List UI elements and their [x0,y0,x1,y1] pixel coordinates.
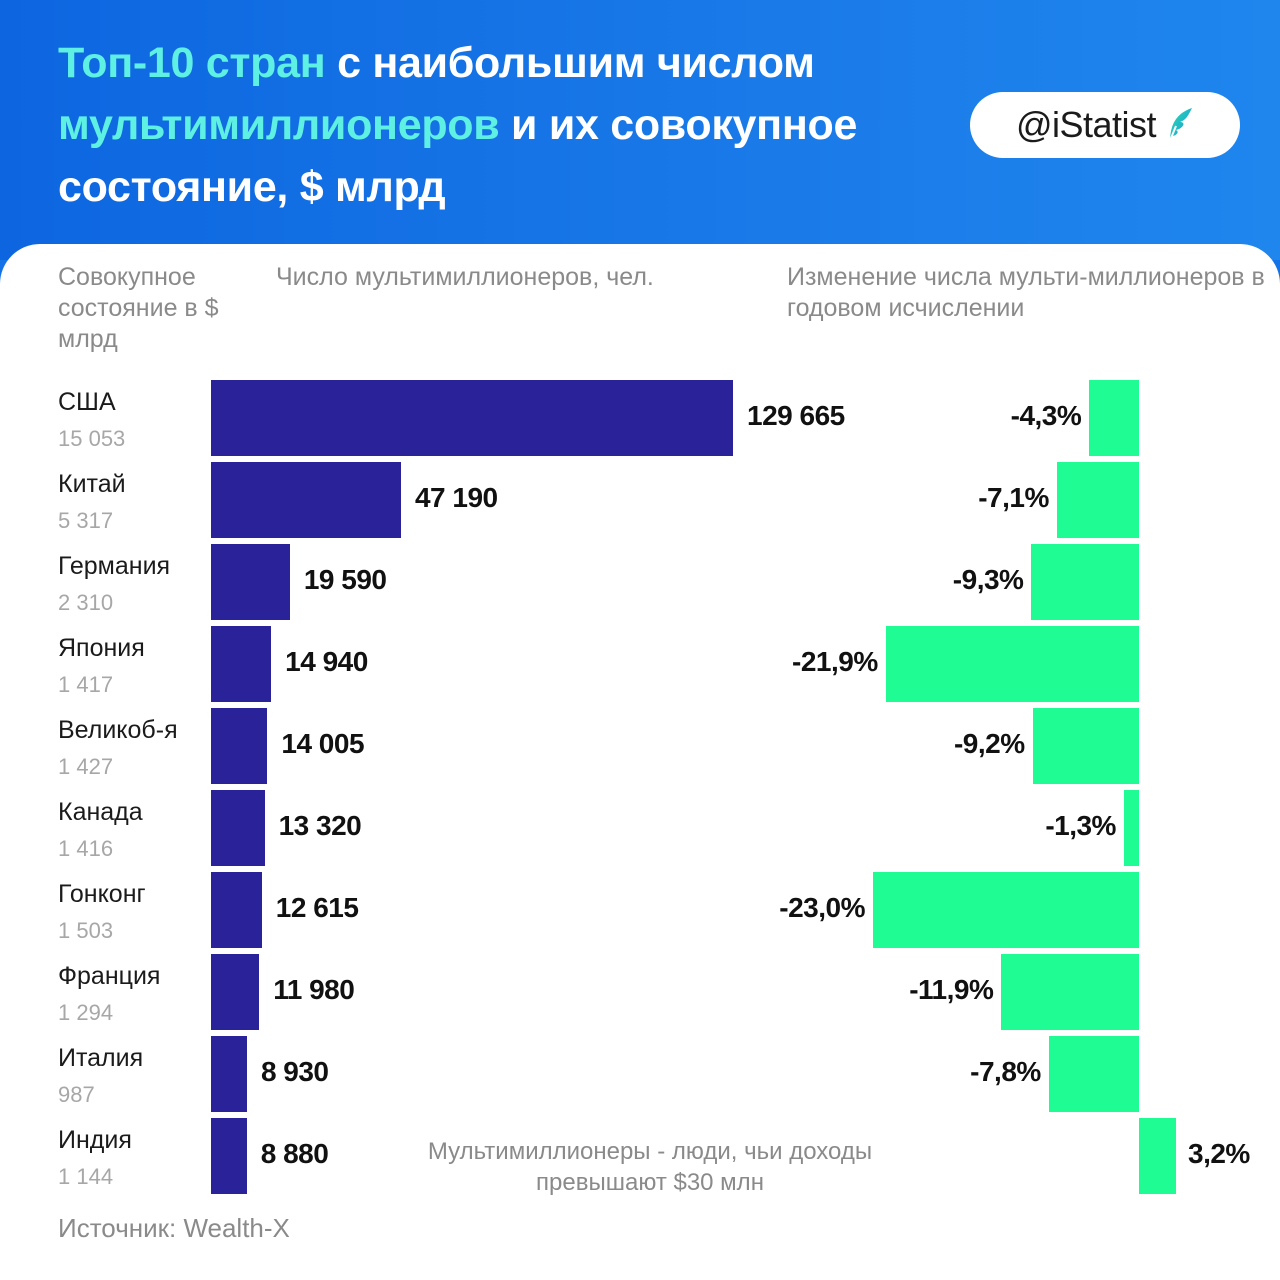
count-bar [211,544,290,620]
count-bar [211,790,265,866]
change-bar [1123,790,1139,866]
count-bar [211,380,733,456]
country-label: Германия [58,552,171,580]
count-value-label: 14 005 [281,728,365,759]
change-bar [1031,544,1139,620]
count-value-label: 8 880 [260,1138,329,1169]
wealth-column-header: Совокупное состояние в $ млрд [58,263,219,353]
page-title: Топ-10 стран с наибольшим числом мультим… [58,32,958,218]
change-bar [1048,1036,1139,1112]
change-bar [1139,1118,1176,1194]
count-bar [211,872,262,948]
count-value-label: 13 320 [278,810,362,841]
count-bar [211,626,272,702]
wealth-value: 1 144 [58,1164,114,1189]
change-column-header: Изменение числа мульти-миллионеров в год… [787,263,1265,322]
wealth-value: 2 310 [58,590,114,615]
change-value-label: -23,0% [779,892,865,923]
change-bar [1056,462,1139,538]
country-label: Япония [58,634,145,662]
count-bar [211,708,268,784]
count-value-label: 12 615 [275,892,359,923]
source-label: Источник: Wealth-X [58,1213,290,1243]
header-banner: Топ-10 стран с наибольшим числом мультим… [0,0,1280,260]
country-label: Индия [58,1126,132,1154]
title-highlight-1: Топ-10 стран [58,39,326,87]
change-value-label: -7,8% [970,1056,1041,1087]
wealth-value: 1 427 [58,754,114,779]
wealth-value: 1 503 [58,918,114,943]
change-bar [1089,380,1139,456]
wealth-value: 1 294 [58,1000,114,1025]
change-value-label: -9,2% [953,728,1025,759]
title-text-2: и их совокупное состояние, $ млрд [58,101,858,211]
count-value-label: 47 190 [414,482,498,513]
country-label: США [58,388,116,416]
wealth-value: 1 416 [58,836,114,861]
logo-text: @iStatist [1015,104,1157,145]
change-value-label: -4,3% [1010,400,1082,431]
change-value-label: -9,3% [952,564,1024,595]
count-value-label: 19 590 [303,564,387,595]
feather-icon [1168,108,1193,144]
wealth-value: 1 417 [58,672,114,697]
count-value-label: 129 665 [747,400,845,431]
country-label: Китай [58,470,126,498]
change-bar [873,872,1139,948]
change-value-label: -11,9% [909,974,994,1005]
count-value-label: 11 980 [273,974,355,1005]
change-bar [1001,954,1139,1030]
country-label: Канада [58,798,143,826]
count-bar [211,462,401,538]
title-text-1: с наибольшим числом [325,39,815,87]
title-highlight-2: мультимиллионеров [58,101,500,149]
country-label: Гонконг [58,880,146,908]
wealth-value: 987 [58,1082,95,1107]
country-label: Италия [58,1044,144,1072]
istatist-logo[interactable]: @iStatist [970,92,1240,158]
wealth-value: 5 317 [58,508,114,533]
count-value-label: 14 940 [285,646,368,677]
count-value-label: 8 930 [260,1056,329,1087]
change-value-label: -21,9% [792,646,878,677]
change-value-label: -1,3% [1045,810,1116,841]
change-value-label: -7,1% [978,482,1049,513]
count-bar [211,1118,247,1194]
change-bar [885,626,1139,702]
definition-note: Мультимиллионеры - люди, чьи доходы прев… [427,1138,873,1196]
change-bar [1032,708,1139,784]
country-label: Великоб-я [58,716,178,744]
wealth-value: 15 053 [58,426,126,451]
count-bar [211,1036,247,1112]
change-value-label: 3,2% [1188,1138,1250,1169]
count-column-header: Число мультимиллионеров, чел. [276,263,654,291]
count-bar [211,954,260,1030]
country-label: Франция [58,962,161,990]
